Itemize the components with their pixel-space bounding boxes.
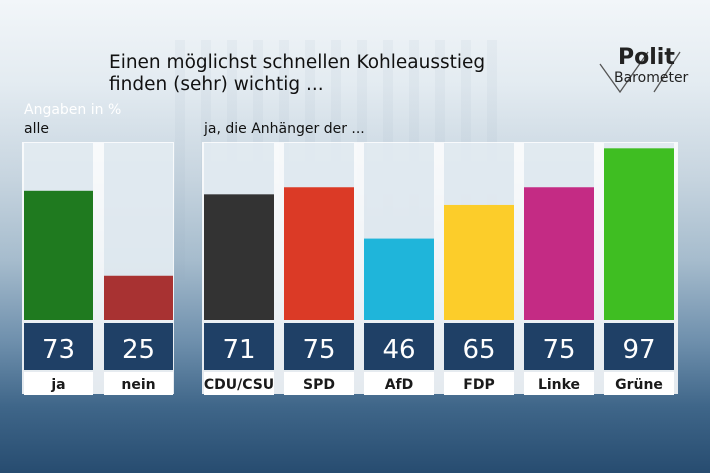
category-label-cdu-csu: CDU/CSU (204, 377, 274, 393)
category-label-fdp: FDP (463, 377, 494, 393)
value-label-linke: 75 (542, 335, 575, 365)
value-box-grüne (604, 323, 674, 370)
unit-label: Angaben in % (24, 102, 122, 118)
value-label-nein: 25 (122, 335, 155, 365)
value-box-nein (104, 323, 173, 370)
bar-nein (104, 275, 173, 320)
category-label-grüne: Grüne (615, 377, 663, 393)
category-box-fdp (444, 372, 514, 395)
logo-text-top: Polit (618, 45, 675, 70)
category-box-cdu-csu (204, 372, 274, 395)
bar-afd (364, 238, 434, 320)
category-box-grüne (604, 372, 674, 395)
category-box-afd (364, 372, 434, 395)
group-label-supporters: ja, die Anhänger der ... (204, 121, 365, 137)
category-box-ja (24, 372, 93, 395)
value-label-grüne: 97 (622, 335, 655, 365)
chart-title-line-1: Einen möglichst schnellen Kohleausstieg (109, 52, 486, 73)
value-box-spd (284, 323, 354, 370)
value-label-spd: 75 (302, 335, 335, 365)
category-label-afd: AfD (385, 377, 414, 393)
logo-text-bottom: Barometer (614, 70, 689, 86)
value-box-cdu-csu (204, 323, 274, 370)
category-box-nein (104, 372, 173, 395)
category-label-ja: ja (50, 377, 65, 393)
category-box-linke (524, 372, 594, 395)
value-box-fdp (444, 323, 514, 370)
bar-fdp (444, 204, 514, 320)
value-box-ja (24, 323, 93, 370)
politbarometer-logo: Polit Barometer (598, 44, 702, 96)
value-label-afd: 46 (382, 335, 415, 365)
category-label-linke: Linke (538, 377, 580, 393)
bar-linke (524, 187, 594, 320)
panel-supporters (202, 142, 678, 394)
bar-cdu-csu (204, 194, 274, 320)
bar-grüne (604, 148, 674, 320)
value-label-fdp: 65 (462, 335, 495, 365)
value-box-afd (364, 323, 434, 370)
chart-title-line-2: finden (sehr) wichtig ... (109, 74, 324, 95)
chart-title: Einen möglichst schnellen Kohleausstieg … (109, 52, 549, 96)
value-label-ja: 73 (42, 335, 75, 365)
group-label-all: alle (24, 121, 49, 137)
logo-check-mark-icon (599, 51, 681, 94)
category-label-nein: nein (121, 377, 155, 393)
value-box-linke (524, 323, 594, 370)
value-label-cdu-csu: 71 (222, 335, 255, 365)
bar-ja (24, 190, 93, 320)
bar-spd (284, 187, 354, 320)
category-box-spd (284, 372, 354, 395)
category-label-spd: SPD (303, 377, 335, 393)
